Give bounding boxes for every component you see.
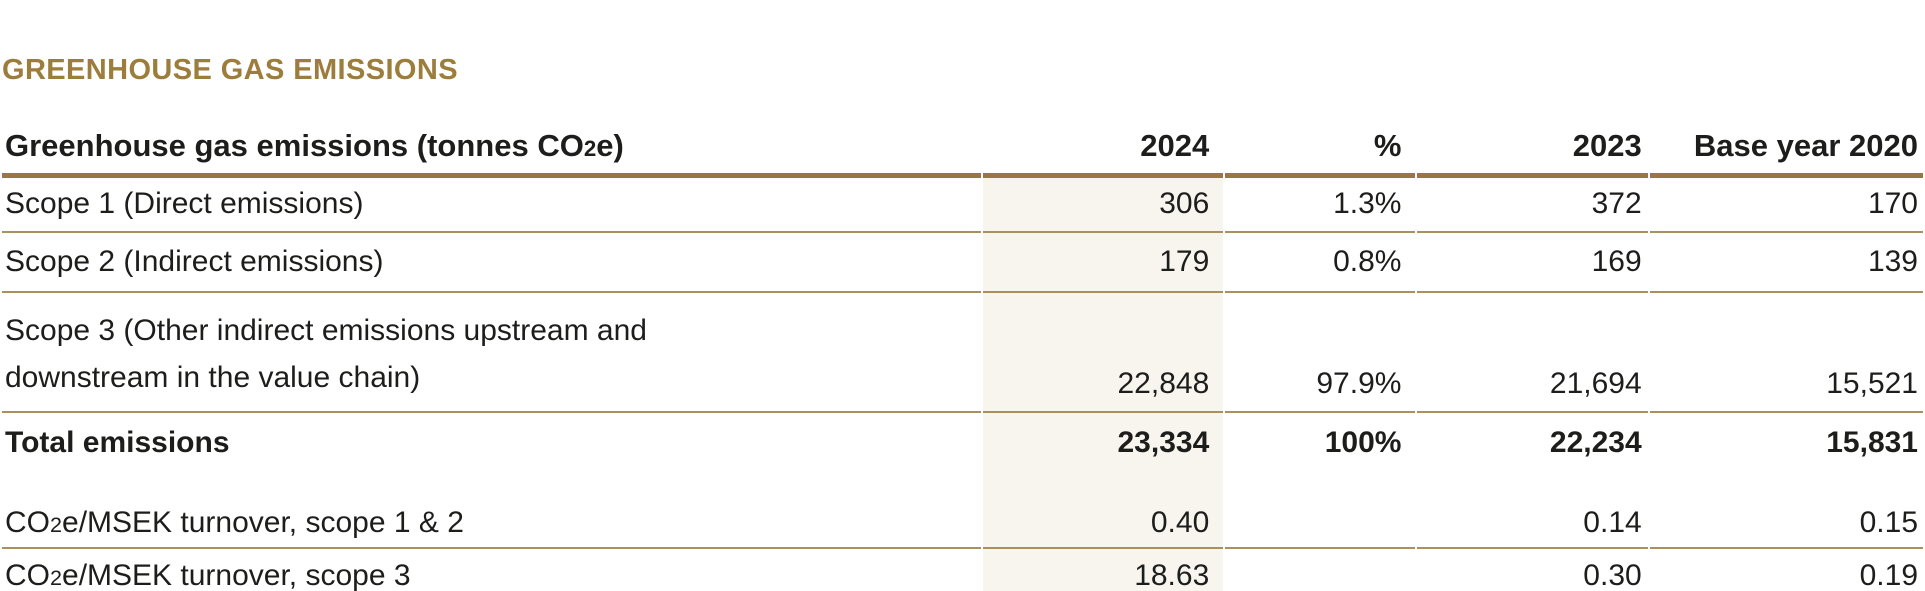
- spacer-row: [2, 473, 1923, 499]
- value-2023: 0.30: [1417, 549, 1647, 591]
- row-label-text: CO: [5, 505, 50, 539]
- spacer-cell: [2, 473, 981, 499]
- value-2023: 0.14: [1417, 499, 1648, 549]
- row-label-line2: downstream in the value chain): [5, 361, 421, 394]
- value-base-year: 0.15: [1649, 499, 1923, 549]
- value-base-year: 170: [1649, 178, 1923, 233]
- value-2024: 179: [983, 233, 1224, 293]
- row-label: CO2e/MSEK turnover, scope 3: [2, 549, 981, 591]
- value-percent: [1225, 499, 1416, 549]
- value-2024: 23,334: [983, 413, 1224, 473]
- value-2024: 306: [983, 178, 1224, 233]
- row-label: Scope 1 (Direct emissions): [2, 178, 982, 233]
- value-2023: 372: [1417, 178, 1648, 233]
- table-row-scope3: Scope 3 (Other indirect emissions upstre…: [2, 293, 1923, 413]
- value-2023: 21,694: [1417, 293, 1648, 413]
- row-label-line1: Scope 3 (Other indirect emissions upstre…: [5, 314, 647, 347]
- co2-subscript: 2: [50, 511, 63, 537]
- value-percent: 100%: [1324, 425, 1402, 459]
- row-label-suffix: e/MSEK turnover, scope 3: [62, 559, 411, 591]
- table-row-total: Total emissions 23,334 100% 22,234 15,83…: [2, 413, 1923, 473]
- spacer-cell: [1225, 473, 1415, 499]
- value-2024: 0.40: [983, 499, 1224, 549]
- value-2023: 169: [1417, 233, 1648, 293]
- value-base-year: 15,831: [1826, 425, 1918, 459]
- value-base-year: 15,521: [1649, 293, 1923, 413]
- value-percent: 97.9%: [1225, 293, 1416, 413]
- table-header-row: Greenhouse gas emissions (tonnes CO2e) 2…: [2, 110, 1923, 178]
- row-label: CO2e/MSEK turnover, scope 1 & 2: [2, 499, 982, 549]
- value-base-year: 0.19: [1650, 549, 1923, 591]
- spacer-cell: [1650, 473, 1923, 499]
- value-base-year: 139: [1649, 233, 1923, 293]
- table-row-intensity-scope3: CO2e/MSEK turnover, scope 3 18.63 0.30 0…: [2, 549, 1923, 591]
- co2-subscript: 2: [583, 136, 597, 162]
- value-2023: 22,234: [1549, 425, 1642, 459]
- column-header-2024: 2024: [983, 110, 1224, 178]
- spacer-cell: [1417, 473, 1647, 499]
- value-percent: [1225, 549, 1415, 591]
- value-percent: 1.3%: [1225, 178, 1416, 233]
- row-label-text: CO: [5, 559, 50, 591]
- row-label: Total emissions: [5, 425, 230, 459]
- spacer-cell: [983, 473, 1224, 499]
- row-label: Scope 2 (Indirect emissions): [2, 233, 982, 293]
- column-header-2023: 2023: [1417, 110, 1648, 178]
- value-percent: 0.8%: [1225, 233, 1416, 293]
- value-2024: 18.63: [983, 549, 1224, 591]
- table-title-suffix: e): [596, 128, 624, 164]
- column-header-base-year: Base year 2020: [1649, 110, 1923, 178]
- table-title: Greenhouse gas emissions (tonnes CO2e): [2, 110, 982, 178]
- row-label-suffix: e/MSEK turnover, scope 1 & 2: [62, 505, 464, 539]
- co2-subscript: 2: [50, 565, 63, 591]
- table-row-scope1: Scope 1 (Direct emissions) 306 1.3% 372 …: [2, 178, 1923, 233]
- row-label: Scope 3 (Other indirect emissions upstre…: [2, 293, 982, 413]
- table-row-intensity-scope1-2: CO2e/MSEK turnover, scope 1 & 2 0.40 0.1…: [2, 499, 1923, 549]
- section-title: GREENHOUSE GAS EMISSIONS: [2, 54, 458, 86]
- table-row-scope2: Scope 2 (Indirect emissions) 179 0.8% 16…: [2, 233, 1923, 293]
- value-2024: 22,848: [983, 293, 1224, 413]
- ghg-emissions-table: Greenhouse gas emissions (tonnes CO2e) 2…: [0, 110, 1925, 591]
- column-header-percent: %: [1225, 110, 1416, 178]
- table-title-text: Greenhouse gas emissions (tonnes CO: [5, 128, 584, 164]
